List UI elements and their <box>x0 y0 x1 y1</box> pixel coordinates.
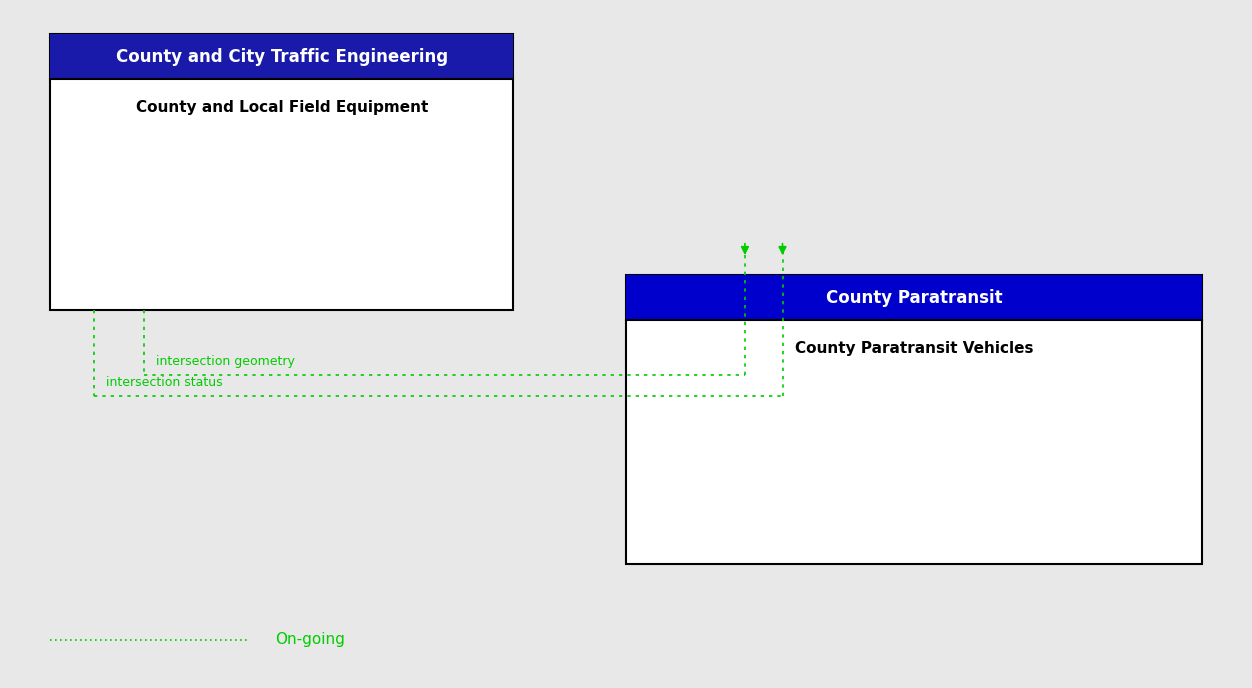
Bar <box>626 275 1202 320</box>
Text: County Paratransit Vehicles: County Paratransit Vehicles <box>795 341 1033 356</box>
Text: intersection geometry: intersection geometry <box>156 355 295 368</box>
Bar <box>626 275 1202 564</box>
Text: On-going: On-going <box>275 632 346 647</box>
Text: County Paratransit: County Paratransit <box>825 288 1003 307</box>
Text: intersection status: intersection status <box>106 376 223 389</box>
Text: County and City Traffic Engineering: County and City Traffic Engineering <box>115 47 448 66</box>
Bar <box>50 34 513 310</box>
Bar <box>50 34 513 79</box>
Text: County and Local Field Equipment: County and Local Field Equipment <box>135 100 428 115</box>
